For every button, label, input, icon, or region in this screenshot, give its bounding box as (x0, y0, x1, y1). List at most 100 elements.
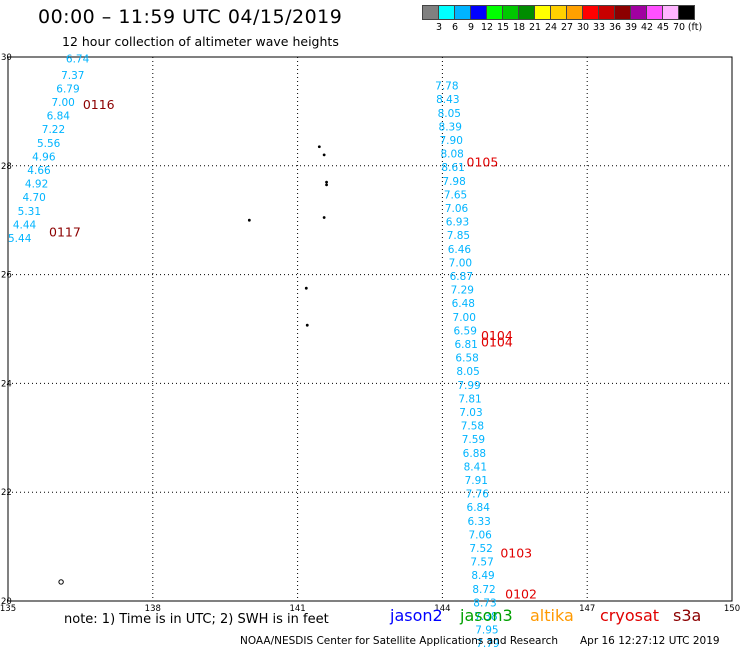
wave-height-value: 7.98 (442, 176, 465, 188)
island-marker (317, 145, 321, 149)
wave-height-value: 7.06 (468, 529, 492, 541)
legend-label: 30 (576, 22, 590, 33)
wave-height-value: 8.43 (436, 94, 459, 106)
credit-line: NOAA/NESDIS Center for Satellite Applica… (240, 635, 558, 647)
legend-label: 21 (528, 22, 542, 33)
legend-swatches (422, 5, 695, 20)
wave-height-value: 6.79 (56, 83, 79, 95)
wave-height-value: 6.74 (66, 53, 90, 65)
wave-height-value: 6.84 (467, 502, 491, 514)
wave-height-value: 8.72 (472, 584, 495, 596)
wave-height-value: 7.29 (451, 285, 474, 297)
wave-height-value: 6.81 (454, 339, 477, 351)
legend-label: 27 (560, 22, 574, 33)
wave-height-value: 8.61 (441, 162, 464, 174)
lon-tick-label: 144 (434, 604, 450, 614)
map-title: 00:00 – 11:59 UTC 04/15/2019 (38, 6, 343, 28)
lon-tick-label: 141 (289, 604, 305, 614)
satellite-s3a: s3a (673, 606, 702, 625)
legend-label: 45 (656, 22, 670, 33)
pass-label: 0103 (500, 545, 532, 560)
pass-label: 0116 (83, 97, 115, 112)
wave-height-value: 8.05 (456, 366, 479, 378)
wave-height-value: 6.93 (446, 217, 469, 229)
wave-height-value: 7.78 (435, 81, 458, 93)
legend-label: 3 (435, 22, 443, 33)
wave-height-value: 7.81 (458, 393, 481, 405)
pass-label: 0104 (481, 328, 513, 343)
generation-timestamp: Apr 16 12:27:12 UTC 2019 (580, 635, 720, 647)
wave-height-value: 7.95 (475, 625, 498, 637)
island-marker (247, 218, 251, 222)
pass-label: 0105 (467, 154, 499, 169)
wave-height-value: 7.37 (61, 70, 84, 82)
wave-height-value: 5.56 (37, 138, 61, 150)
legend-label: 33 (592, 22, 606, 33)
wave-height-value: 8.05 (438, 108, 461, 120)
wave-height-value: 7.03 (459, 407, 482, 419)
wave-height-value: 7.38 (474, 611, 497, 623)
wave-height-value: 7.65 (444, 189, 467, 201)
wave-height-value: 7.00 (453, 312, 476, 324)
lat-tick-label: 22 (1, 488, 12, 498)
wave-height-value: 8.73 (473, 597, 496, 609)
wave-height-value: 6.33 (467, 516, 490, 528)
legend-label: 39 (624, 22, 638, 33)
wave-height-value: 6.58 (455, 353, 478, 365)
pass-label: 0102 (505, 586, 537, 601)
lon-tick-label: 135 (0, 604, 16, 614)
lat-tick-label: 30 (1, 53, 12, 63)
satellite-altika: altika (530, 606, 574, 625)
legend-label: 9 (467, 22, 475, 33)
legend-label: (ft) (687, 22, 703, 33)
lat-tick-label: 28 (1, 162, 12, 172)
wave-height-value: 4.96 (32, 151, 56, 163)
legend-label: 12 (480, 22, 494, 33)
wave-height-value: 4.70 (22, 192, 45, 204)
island-marker (58, 579, 64, 585)
wave-height-value: 7.06 (445, 203, 469, 215)
lat-tick-label: 24 (1, 379, 12, 389)
wave-height-value: 6.88 (463, 448, 486, 460)
legend-label: 24 (544, 22, 558, 33)
wave-height-value: 7.90 (440, 135, 463, 147)
legend-label: 36 (608, 22, 622, 33)
island-marker (325, 180, 328, 184)
legend-label: 6 (451, 22, 459, 33)
wave-height-value: 7.91 (465, 475, 488, 487)
wave-height-value: 7.00 (449, 257, 472, 269)
legend-label: 42 (640, 22, 654, 33)
wave-height-value: 4.44 (13, 219, 37, 231)
wave-height-value: 7.79 (476, 638, 499, 650)
wave-height-value: 4.92 (25, 179, 48, 191)
wave-height-value: 7.52 (469, 543, 492, 555)
wave-height-value: 8.41 (464, 461, 487, 473)
wave-height-value: 7.57 (470, 557, 493, 569)
island-marker (322, 216, 326, 219)
legend-swatch (678, 5, 695, 20)
color-legend: 3 6 9 12 15 18 21 24 27 30 33 36 39 42 45 70 (ft) (422, 5, 702, 34)
wave-height-value: 7.58 (461, 421, 484, 433)
footnote: note: 1) Time is in UTC; 2) SWH is in fe… (64, 612, 329, 627)
wave-height-value: 6.46 (448, 244, 472, 256)
wave-height-value: 8.08 (440, 149, 463, 161)
legend-label: 70 (672, 22, 686, 33)
wave-height-value: 6.59 (454, 325, 477, 337)
lat-tick-label: 20 (1, 597, 12, 607)
island-marker (305, 323, 309, 327)
map-subtitle: 12 hour collection of altimeter wave hei… (62, 34, 339, 49)
wave-height-value: 5.44 (8, 233, 32, 245)
wave-height-value: 7.76 (466, 489, 490, 501)
satellite-cryosat: cryosat (600, 606, 660, 625)
island-marker (322, 153, 326, 157)
wave-height-value: 5.31 (18, 206, 41, 218)
wave-height-value: 8.39 (439, 121, 462, 133)
map-frame (7, 56, 733, 602)
wave-height-value: 7.59 (462, 434, 485, 446)
wave-height-value: 7.85 (447, 230, 470, 242)
wave-height-value: 7.00 (51, 97, 74, 109)
legend-label: 18 (512, 22, 526, 33)
wave-height-value: 6.84 (47, 111, 71, 123)
legend-label: 15 (496, 22, 510, 33)
wave-height-value: 7.99 (457, 380, 480, 392)
